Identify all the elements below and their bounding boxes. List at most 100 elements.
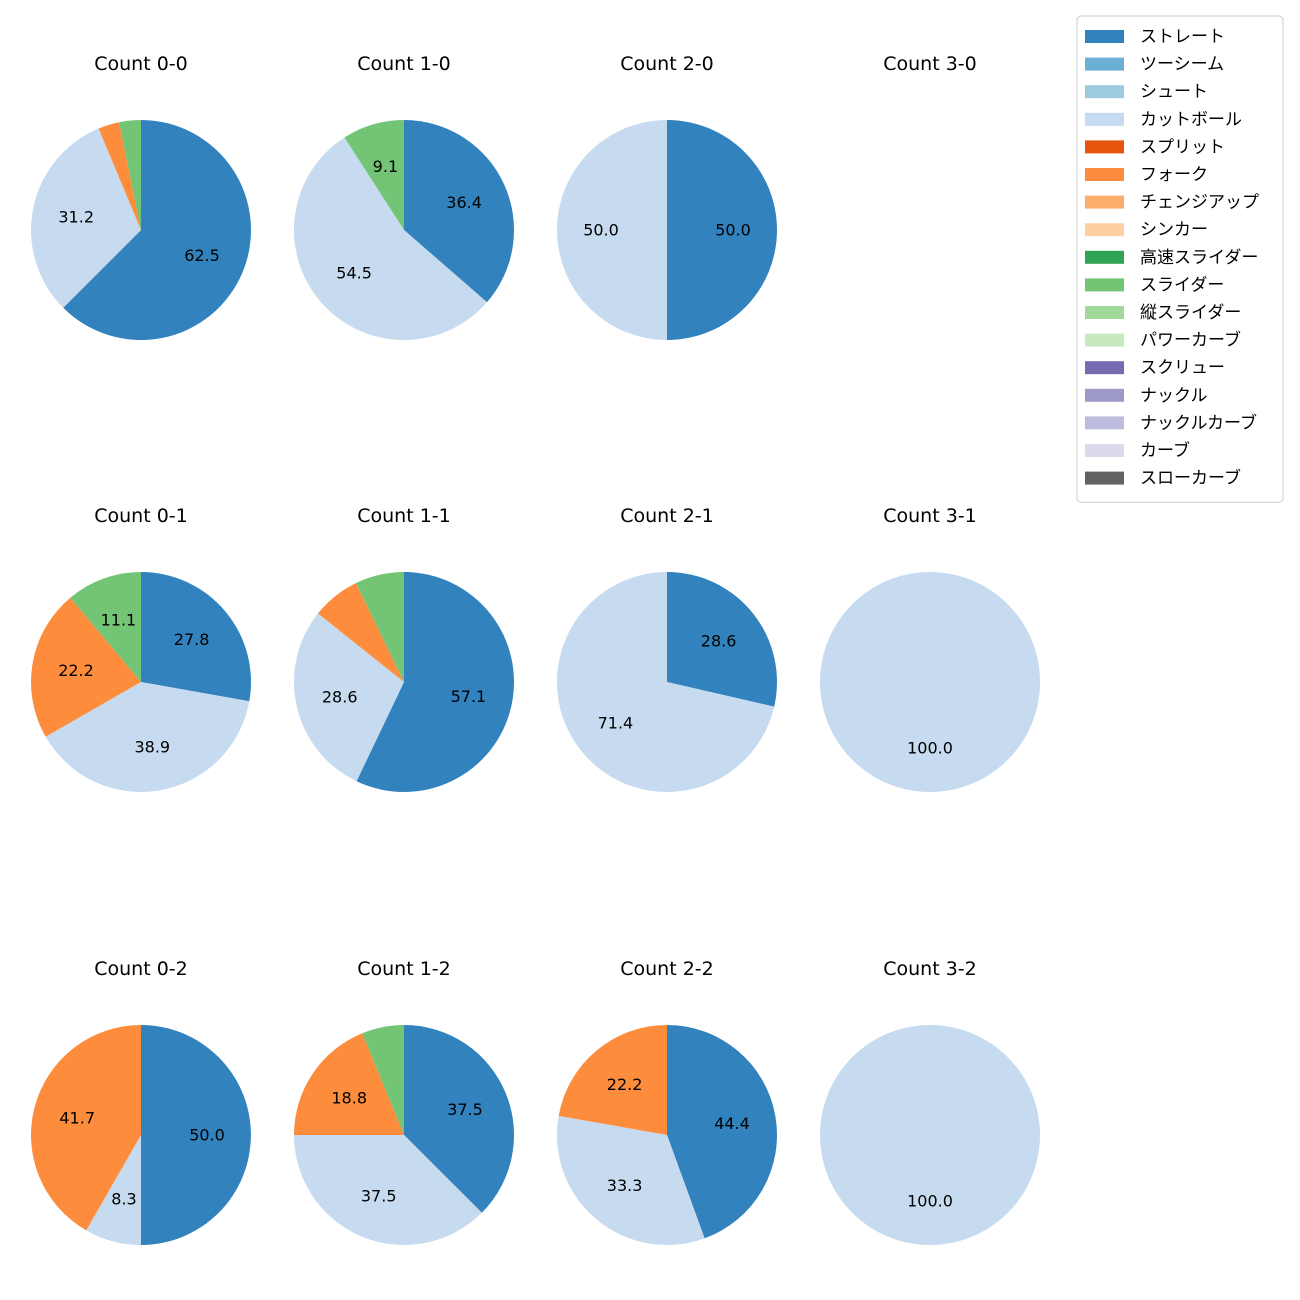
legend-label: シュート [1140,82,1208,102]
pct-label: 50.0 [715,221,751,240]
panel-title: Count 2-0 [620,53,714,75]
pie-slice-カットボール [45,682,250,792]
legend-label: ツーシーム [1140,55,1224,75]
panel-title: Count 3-1 [883,505,977,527]
legend-swatch [1085,333,1124,347]
pct-label: 41.7 [59,1109,95,1128]
panel-title: Count 0-0 [94,53,188,75]
pie-slice-スライダー [119,120,141,230]
pie-panel: Count 2-2 44.4 33.3 22.2 [556,958,778,1246]
pct-label: 31.2 [58,208,94,227]
legend-swatch [1085,471,1124,485]
legend-label: ナックルカーブ [1140,412,1257,433]
pie-slice-フォーク [98,122,141,230]
legend-label: スプリット [1140,137,1225,157]
legend-swatch [1085,444,1124,457]
pie-slice-カットボール [556,1115,705,1246]
pie-slice-カットボール [294,1135,482,1245]
legend-label: スライダー [1140,275,1224,295]
pct-label: 33.3 [607,1176,643,1195]
pct-label: 36.4 [446,193,482,212]
pct-label: 9.1 [373,157,398,176]
pie-slice-スライダー [362,1025,404,1135]
legend-label: 縦スライダー [1140,303,1241,323]
pct-label: 8.3 [111,1189,136,1208]
pie-panel: Count 3-1 100.0 [820,505,1040,792]
legend-label: パワーカーブ [1140,330,1241,351]
legend-swatch [1085,140,1124,154]
pie-slice-フォーク [30,597,141,737]
panel-title: Count 0-1 [94,505,188,527]
pie-slice-ストレート [63,119,252,340]
pie-slice-ストレート [404,1025,514,1213]
panel-title: Count 1-0 [357,53,451,75]
pie-slice-フォーク [293,1033,404,1135]
pct-label: 22.2 [58,661,94,680]
pct-label: 37.5 [447,1100,483,1119]
panel-title: Count 3-0 [883,53,977,75]
pie-slice-ストレート [141,1025,251,1245]
pie-slice-ストレート [667,572,778,707]
pct-label: 50.0 [189,1126,225,1145]
pie-slice-ストレート [667,1025,778,1239]
pct-label: 100.0 [907,739,953,758]
legend-label: ナックル [1140,386,1208,406]
legend-swatch [1085,361,1124,375]
pct-label: 37.5 [361,1187,397,1206]
panel-title: Count 2-1 [620,505,714,527]
pct-label: 27.8 [174,630,210,649]
legend-swatch [1085,278,1124,292]
pie-slice-カットボール [31,128,142,308]
pie-slice-カットボール [557,120,667,340]
pie-slice-フォーク [317,583,404,682]
pct-label: 38.9 [134,738,170,757]
pie-panel: Count 1-2 37.5 37.5 18.8 [293,958,514,1245]
pie-panel: Count 1-0 36.4 54.5 9.1 [293,53,514,341]
panel-title: Count 2-2 [620,958,714,980]
pct-label: 22.2 [607,1075,643,1094]
legend-label: スローカーブ [1140,468,1241,489]
pie-panel: Count 0-2 50.0 8.3 41.7 [30,958,251,1245]
pie-slice-カットボール [293,137,487,341]
pct-label: 11.1 [101,611,137,630]
legend-label: スクリュー [1140,358,1225,378]
pct-label: 50.0 [583,221,619,240]
pie-panel: Count 0-1 27.8 38.9 22.2 11.1 [30,505,251,792]
pct-label: 54.5 [336,264,372,283]
pct-label: 62.5 [184,246,220,265]
pie-panel: Count 3-2 100.0 [820,958,1040,1245]
legend-swatch [1085,416,1124,430]
pie-slice-カットボール [294,613,404,782]
pct-label: 100.0 [907,1192,953,1211]
legend-swatch [1085,85,1124,99]
panel-title: Count 3-2 [883,958,977,980]
panel-title: Count 0-2 [94,958,188,980]
legend-swatch [1085,250,1124,264]
pct-label: 28.6 [322,687,358,706]
pie-slice-ストレート [356,571,515,792]
pie-slice-フォーク [558,1025,667,1135]
pie-slice-カットボール [557,572,775,792]
pie-slice-カットボール [820,1025,1040,1245]
pie-slice-スライダー [344,120,404,230]
legend-swatch [1085,306,1124,319]
pie-slice-ストレート [667,120,777,340]
pie-panel: Count 3-0 [883,53,977,75]
legend-swatch [1085,388,1124,402]
pie-panel: Count 2-0 50.0 50.0 [557,53,777,340]
pct-label: 18.8 [331,1089,367,1108]
panel-title: Count 1-1 [357,505,451,527]
legend-swatch [1085,30,1124,43]
legend-label: ストレート [1140,27,1225,47]
pie-slice-ストレート [141,572,251,702]
pie-slice-ストレート [404,120,514,303]
pct-label: 28.6 [701,631,737,650]
pie-slice-カットボール [820,572,1040,792]
pie-panel: Count 0-0 62.5 31.2 [31,53,252,340]
pie-panel: Count 2-1 28.6 71.4 [557,505,778,792]
legend-swatch [1085,168,1124,181]
legend-swatch [1085,195,1124,209]
legend-swatch [1085,57,1124,71]
